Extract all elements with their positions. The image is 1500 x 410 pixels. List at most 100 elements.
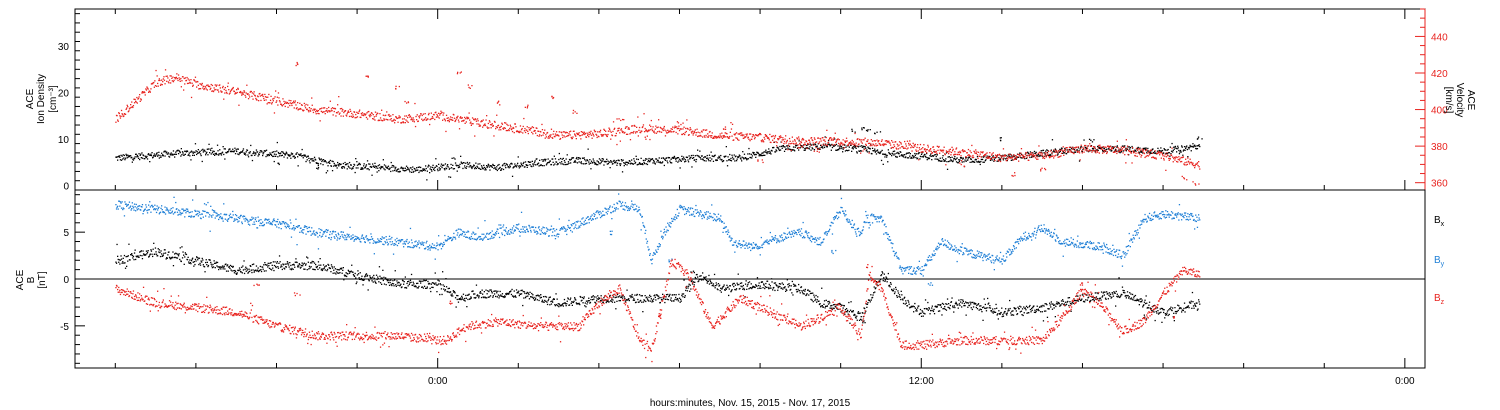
density-point (743, 153, 746, 155)
density-point (327, 165, 329, 167)
velocity-point (218, 91, 220, 93)
density-point (692, 154, 694, 157)
bx-point (364, 276, 366, 278)
bx-point (207, 265, 209, 268)
density-point (341, 167, 343, 169)
density-point (646, 163, 649, 166)
bx-point (611, 298, 613, 300)
density-point (823, 145, 825, 147)
density-point (678, 160, 680, 162)
bx-point (384, 278, 386, 280)
velocity-point (1198, 183, 1200, 185)
density-point (1088, 138, 1091, 140)
velocity-point (502, 127, 504, 130)
bx-point (621, 297, 624, 299)
velocity-point (220, 90, 222, 92)
velocity-point (1135, 152, 1137, 154)
velocity-point (356, 116, 359, 118)
velocity-point (959, 150, 961, 153)
velocity-point (953, 153, 955, 156)
bx-point (316, 265, 318, 268)
velocity-point (544, 137, 546, 139)
bx-point (483, 291, 485, 293)
density-point (552, 158, 554, 160)
bx-point (416, 282, 418, 285)
density-point (1130, 150, 1133, 153)
bx-point (465, 297, 467, 299)
bx-point (519, 293, 522, 295)
density-point (913, 156, 915, 158)
density-point (271, 151, 273, 154)
density-point (164, 150, 167, 152)
bx-point (376, 278, 378, 281)
velocity-point (646, 135, 648, 137)
density-point (602, 158, 604, 160)
bx-point (454, 297, 457, 299)
density-point (118, 155, 120, 157)
velocity-point (681, 133, 683, 136)
density-point (699, 150, 701, 152)
bx-point (115, 261, 117, 263)
density-point (982, 161, 984, 163)
velocity-point (128, 110, 130, 112)
velocity-point (409, 115, 412, 117)
velocity-point (153, 86, 155, 88)
density-point (524, 166, 526, 168)
density-point (753, 152, 755, 154)
velocity-point (616, 118, 618, 120)
velocity-point (1194, 183, 1196, 185)
velocity-point (165, 75, 167, 77)
velocity-point (441, 111, 443, 114)
density-point (809, 146, 811, 148)
bx-point (177, 255, 180, 257)
velocity-point (388, 113, 390, 116)
velocity-point (668, 130, 671, 132)
density-point (962, 158, 964, 160)
velocity-point (128, 108, 131, 110)
density-point (891, 155, 893, 157)
density-point (1198, 145, 1200, 147)
density-point (1052, 151, 1054, 153)
density-point (781, 145, 783, 147)
bx-point (366, 274, 369, 276)
density-point (783, 150, 786, 152)
bx-point (425, 287, 427, 289)
bx-point (304, 268, 306, 270)
bx-point (379, 282, 382, 284)
velocity-point (655, 132, 658, 134)
density-point (1177, 147, 1179, 149)
velocity-point (209, 88, 211, 91)
velocity-point (492, 124, 494, 127)
velocity-point (1059, 149, 1061, 152)
velocity-point (813, 144, 815, 146)
density-point (878, 151, 880, 153)
density-point (824, 136, 826, 138)
velocity-point (1093, 146, 1095, 148)
density-point (445, 168, 448, 170)
density-point (542, 159, 545, 161)
velocity-point (210, 83, 212, 86)
bx-point (241, 272, 243, 274)
density-point (686, 156, 689, 159)
velocity-point (647, 130, 649, 132)
velocity-point (680, 123, 682, 126)
bx-point (186, 259, 189, 261)
density-point (1040, 150, 1042, 152)
bx-point (403, 281, 405, 283)
velocity-point (990, 154, 993, 156)
bx-point (508, 293, 510, 295)
velocity-point (356, 111, 358, 113)
velocity-point (1080, 144, 1082, 146)
velocity-point (472, 123, 474, 125)
velocity-point (223, 98, 225, 100)
bx-point (174, 256, 176, 258)
velocity-point (347, 111, 349, 113)
density-point (1190, 150, 1192, 152)
velocity-point (758, 133, 760, 136)
velocity-point (987, 155, 989, 158)
bx-point (265, 270, 267, 272)
velocity-point (603, 128, 605, 130)
density-point (1096, 149, 1098, 151)
velocity-point (545, 136, 548, 138)
density-point (681, 158, 683, 160)
